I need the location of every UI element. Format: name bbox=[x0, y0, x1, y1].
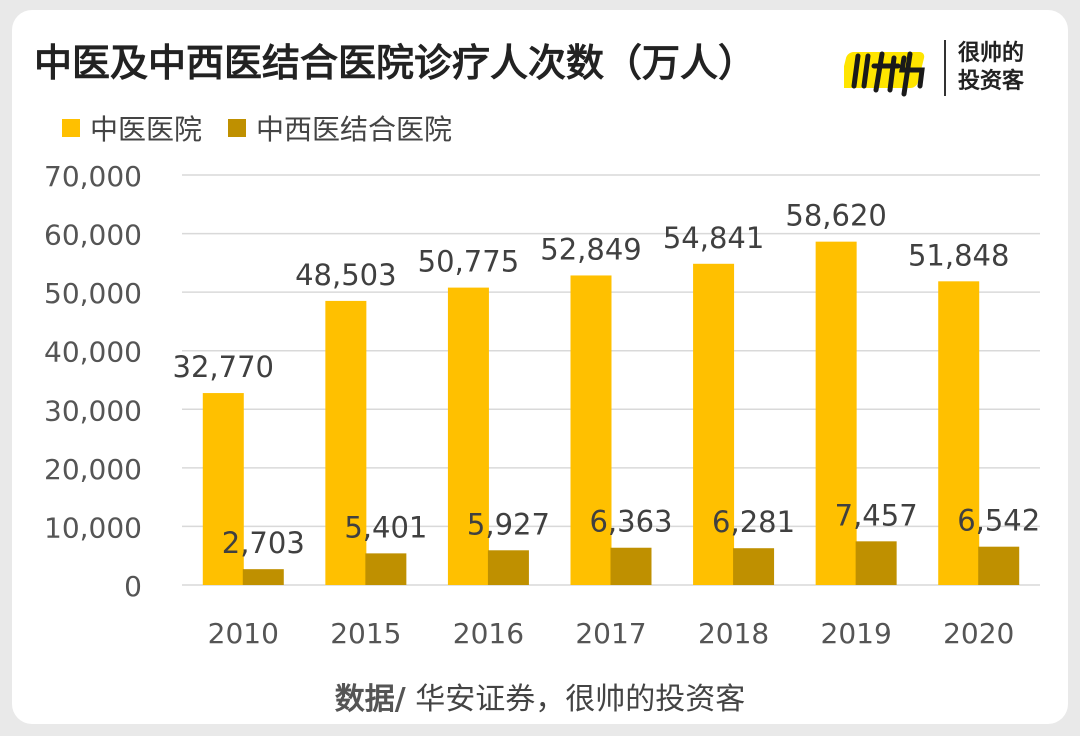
data-label-series-1: 54,841 bbox=[663, 221, 764, 255]
bar-series-1 bbox=[815, 241, 857, 585]
bar-series-2 bbox=[610, 547, 652, 585]
x-tick-label: 2010 bbox=[208, 617, 279, 650]
data-label-series-2: 6,363 bbox=[589, 505, 672, 539]
legend-label-series-2: 中西医结合医院 bbox=[256, 113, 453, 146]
x-tick-label: 2019 bbox=[821, 617, 892, 650]
y-tick-label: 70,000 bbox=[44, 160, 142, 193]
data-label-series-1: 48,503 bbox=[295, 258, 396, 292]
bar-series-1 bbox=[447, 287, 489, 585]
legend-item-series-2: 中西医结合医院 bbox=[228, 108, 452, 148]
y-tick-label: 10,000 bbox=[44, 511, 142, 544]
data-label-series-1: 58,620 bbox=[785, 199, 886, 233]
bar-series-2 bbox=[487, 550, 529, 585]
bar-series-2 bbox=[242, 569, 284, 585]
y-tick-label: 0 bbox=[124, 570, 142, 603]
y-tick-label: 20,000 bbox=[44, 453, 142, 486]
data-label-series-1: 52,849 bbox=[540, 232, 641, 266]
brand-line-2: 投资客 bbox=[958, 69, 1025, 94]
legend-item-series-1: 中医医院 bbox=[62, 108, 202, 148]
source-prefix: 数据/ bbox=[334, 682, 406, 717]
brand-line-1: 很帅的 bbox=[958, 41, 1025, 66]
bar-series-1 bbox=[938, 281, 980, 585]
x-tick-label: 2016 bbox=[453, 617, 524, 650]
bar-series-1 bbox=[570, 275, 612, 585]
chart-card: 中医及中西医结合医院诊疗人次数（万人） 很帅的 投资客 中医医院 中西医结合医院… bbox=[12, 10, 1068, 724]
x-tick-label: 2018 bbox=[698, 617, 769, 650]
legend: 中医医院 中西医结合医院 bbox=[62, 110, 478, 146]
legend-label-series-1: 中医医院 bbox=[90, 113, 203, 146]
source-note: 数据/ 华安证券，很帅的投资客 bbox=[12, 674, 1068, 718]
bar-series-2 bbox=[978, 546, 1020, 585]
data-label-series-2: 5,401 bbox=[344, 510, 427, 544]
data-label-series-1: 50,775 bbox=[418, 245, 519, 279]
brand-logo-icon bbox=[844, 51, 925, 97]
bar-series-2 bbox=[855, 541, 897, 585]
chart-title: 中医及中西医结合医院诊疗人次数（万人） bbox=[34, 41, 757, 85]
legend-swatch-series-1 bbox=[62, 119, 80, 137]
x-tick-label: 2015 bbox=[330, 617, 401, 650]
bar-series-2 bbox=[733, 548, 775, 585]
y-tick-label: 40,000 bbox=[44, 336, 142, 369]
brand-name: 很帅的 投资客 bbox=[958, 40, 1024, 96]
data-label-series-1: 32,770 bbox=[173, 350, 274, 384]
data-label-series-1: 51,848 bbox=[908, 238, 1009, 272]
data-label-series-2: 5,927 bbox=[467, 507, 550, 541]
data-label-series-2: 2,703 bbox=[222, 526, 305, 560]
brand-divider bbox=[944, 40, 946, 96]
x-tick-label: 2017 bbox=[575, 617, 646, 650]
bar-chart: 0 10,000 20,000 30,000 40,000 50,000 60,000 70,… bbox=[44, 160, 1040, 650]
y-tick-label: 50,000 bbox=[44, 277, 142, 310]
x-tick-label: 2020 bbox=[943, 617, 1014, 650]
data-label-series-2: 6,281 bbox=[712, 505, 795, 539]
brand-block: 很帅的 投资客 bbox=[844, 34, 1054, 104]
bar-series-2 bbox=[365, 553, 407, 585]
source-text: 华安证券，很帅的投资客 bbox=[405, 682, 746, 717]
data-label-series-2: 7,457 bbox=[835, 498, 918, 532]
y-tick-label: 60,000 bbox=[44, 219, 142, 252]
bar-series-1 bbox=[693, 263, 735, 585]
legend-swatch-series-2 bbox=[228, 119, 247, 137]
bar-series-1 bbox=[202, 393, 244, 585]
bar-series-1 bbox=[325, 300, 367, 585]
data-label-series-2: 6,542 bbox=[957, 504, 1040, 538]
y-tick-label: 30,000 bbox=[44, 394, 142, 427]
